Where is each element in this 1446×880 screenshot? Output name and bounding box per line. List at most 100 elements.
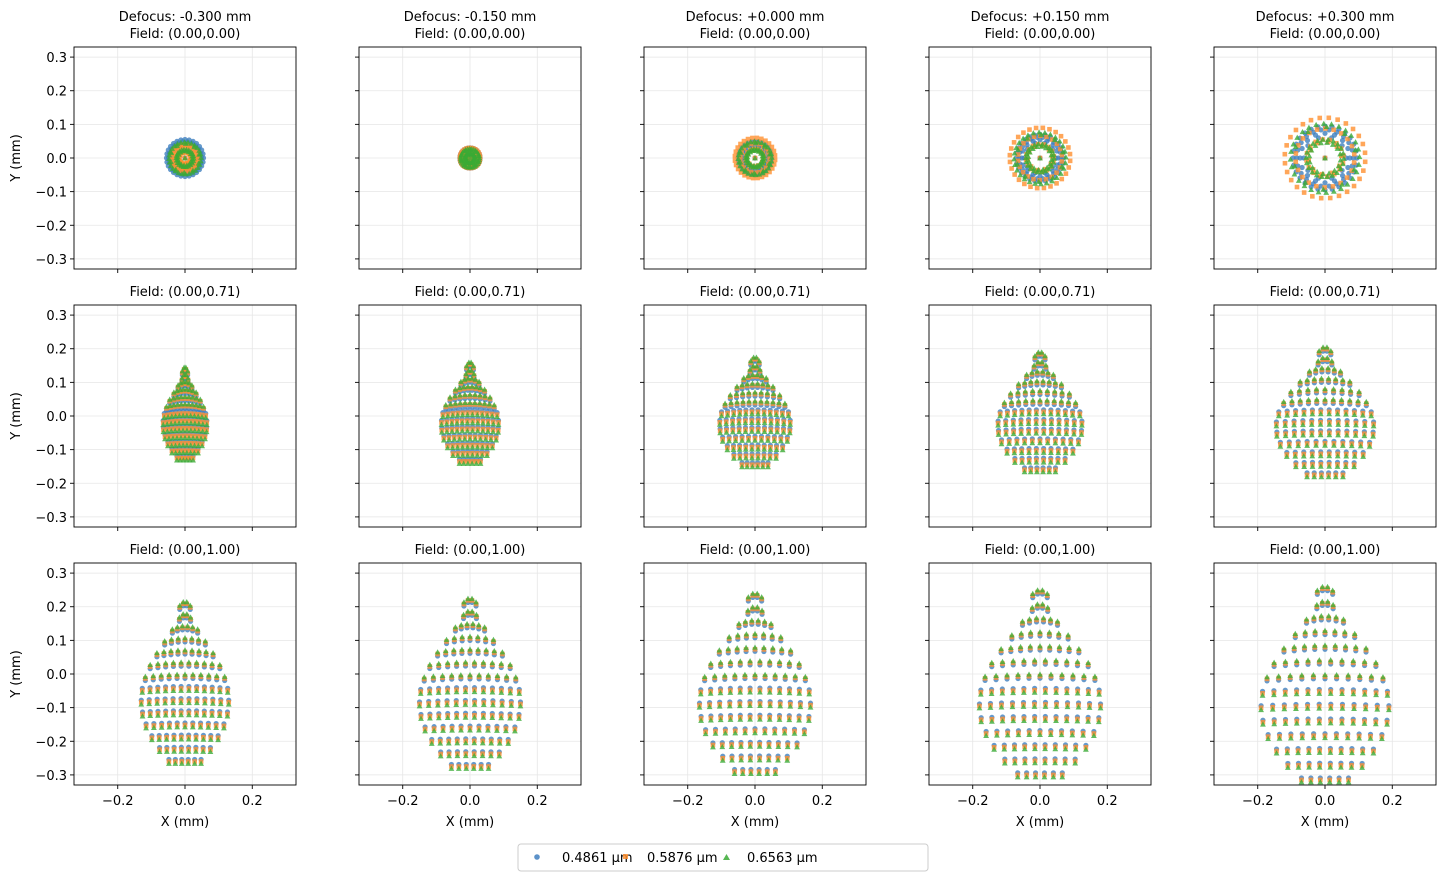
spot-point-triangle (195, 450, 201, 456)
spot-point-triangle (796, 660, 803, 666)
spot-point-triangle (734, 632, 741, 638)
spot-point-triangle (1339, 442, 1346, 448)
spot-point-triangle (450, 647, 457, 653)
spot-point-triangle (1042, 760, 1048, 766)
spot-point-triangle (1029, 604, 1036, 610)
spot-point-triangle (767, 702, 774, 709)
spot-point-triangle (467, 672, 473, 678)
spot-point-triangle (779, 412, 786, 418)
spot-point-triangle (1326, 453, 1333, 459)
spot-point-triangle (516, 715, 522, 721)
spot-point-square (1334, 140, 1339, 146)
spot-point-triangle (749, 604, 756, 610)
spot-point-triangle (1300, 432, 1307, 438)
spot-point-triangle (1346, 378, 1353, 384)
spot-point-triangle (464, 460, 471, 466)
spot-point-triangle (1031, 142, 1038, 148)
spot-point-triangle (416, 703, 423, 709)
spot-point-triangle (1040, 411, 1047, 417)
spot-point-triangle (1026, 411, 1033, 417)
spot-point-triangle (763, 375, 770, 381)
spot-point-triangle (185, 401, 192, 407)
spot-point-triangle (1031, 703, 1038, 709)
spot-point-triangle (192, 420, 198, 426)
spot-point-triangle (748, 171, 755, 177)
spot-point-triangle (744, 381, 751, 387)
spot-point-triangle (1302, 629, 1309, 635)
spot-point-triangle (452, 386, 459, 392)
spot-point-square (1301, 190, 1307, 195)
spot-point-triangle (745, 372, 752, 379)
spot-point-triangle (1053, 703, 1060, 709)
spot-point-triangle (734, 383, 740, 389)
spot-point-triangle (139, 689, 146, 695)
spot-point-triangle (696, 704, 703, 710)
spot-point-triangle (729, 757, 735, 763)
y-tick-label: 0.0 (46, 152, 67, 167)
spot-point-triangle (1021, 745, 1028, 752)
x-axis-label: X (mm) (1016, 815, 1065, 830)
spot-point-square (1343, 121, 1349, 126)
spot-point-triangle (776, 716, 783, 722)
y-tick-label: −0.2 (35, 735, 67, 750)
spot-point-triangle (170, 435, 176, 441)
spot-point-triangle (198, 435, 204, 441)
spot-point-triangle (453, 659, 460, 665)
spot-point-triangle (1066, 390, 1073, 396)
spot-point-triangle (1340, 160, 1346, 167)
spot-point-triangle (471, 752, 478, 759)
spot-point-square (1350, 126, 1356, 132)
spot-point-triangle (726, 703, 733, 709)
spot-point-triangle (761, 155, 768, 161)
spot-point-triangle (1324, 173, 1331, 180)
spot-point-triangle (1078, 431, 1085, 437)
spot-point-triangle (755, 419, 762, 426)
spot-point-triangle (988, 690, 995, 696)
spot-point-triangle (728, 399, 734, 405)
spot-point-square (732, 158, 738, 163)
spot-point-triangle (459, 412, 466, 418)
spot-point-triangle (469, 595, 475, 601)
spot-point-triangle (768, 158, 775, 164)
field-title: Field: (0.00,1.00) (130, 543, 241, 558)
spot-point-triangle (199, 443, 206, 449)
spot-point-triangle (719, 757, 726, 763)
spot-point-triangle (479, 452, 486, 458)
spot-point-triangle (1063, 689, 1070, 696)
spot-point-triangle (464, 444, 471, 450)
spot-point-triangle (484, 452, 490, 459)
spot-point-triangle (177, 139, 184, 145)
spot-point-triangle (1017, 643, 1024, 650)
spot-point-triangle (1060, 165, 1067, 171)
spot-point-triangle (442, 647, 449, 654)
spot-point-triangle (1292, 453, 1299, 459)
spot-point-triangle (490, 702, 496, 708)
spot-point-triangle (1074, 658, 1081, 664)
spot-point-triangle (1029, 440, 1036, 446)
spot-point-triangle (751, 138, 758, 144)
spot-point-triangle (178, 712, 185, 718)
spot-point-triangle (465, 595, 471, 601)
spot-point-square (746, 174, 751, 180)
spot-point-triangle (993, 732, 1000, 738)
spot-point-triangle (1028, 144, 1034, 150)
spot-point-triangle (440, 727, 446, 733)
spot-point-triangle (747, 358, 754, 364)
x-tick-label: 0.2 (527, 794, 548, 809)
spot-point-triangle (205, 724, 212, 730)
spot-point-triangle (1034, 143, 1040, 150)
y-tick-label: 0.2 (46, 601, 67, 616)
spot-point-triangle (194, 164, 201, 170)
spot-point-triangle (1042, 745, 1048, 752)
spot-point-triangle (701, 673, 708, 680)
spot-point-triangle (1366, 443, 1373, 449)
spot-point-triangle (1352, 139, 1359, 145)
spot-point-triangle (1292, 411, 1299, 418)
spot-point-triangle (757, 716, 763, 722)
spot-point-triangle (1057, 170, 1064, 176)
spot-point-triangle (185, 687, 192, 693)
spot-point-triangle (171, 143, 178, 149)
spot-point-triangle (1343, 411, 1349, 417)
spot-point-triangle (184, 427, 190, 433)
spot-point-triangle (187, 442, 194, 448)
